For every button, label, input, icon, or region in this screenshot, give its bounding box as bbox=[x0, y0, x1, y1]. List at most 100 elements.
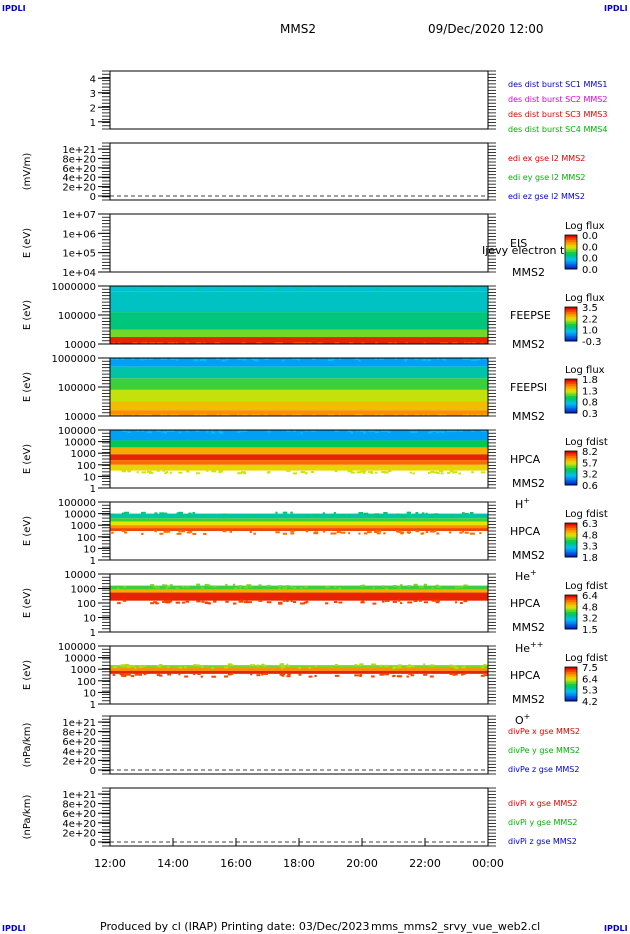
y-tick-label: 10000 bbox=[64, 510, 96, 521]
spectrogram-speckle bbox=[150, 342, 156, 344]
spectrogram-speckle bbox=[334, 286, 338, 288]
colorbar-tick-label: 5.3 bbox=[582, 686, 598, 697]
spectrogram-speckle bbox=[452, 665, 457, 668]
spectrogram-speckle bbox=[363, 532, 368, 535]
spectrogram-speckle bbox=[415, 512, 419, 515]
spectrogram-speckle bbox=[413, 600, 418, 603]
spectrogram-speckle bbox=[175, 414, 179, 416]
spectrogram-speckle bbox=[459, 585, 464, 588]
spectrogram-speckle bbox=[218, 430, 223, 433]
spectrogram-speckle bbox=[354, 674, 359, 677]
spectrogram-speckle bbox=[302, 342, 307, 344]
y-axis-label: E (eV) bbox=[22, 588, 33, 618]
spectrogram-speckle bbox=[155, 586, 160, 589]
species-label: He+ bbox=[515, 568, 537, 583]
spectrogram-speckle bbox=[203, 514, 206, 517]
spectrogram-speckle bbox=[405, 286, 409, 289]
spectrogram-speckle bbox=[165, 471, 169, 474]
colorbar-segment bbox=[565, 389, 577, 392]
y-axis-label: E (eV) bbox=[22, 444, 33, 474]
spectrogram-speckle bbox=[406, 511, 411, 514]
spectrogram-speckle bbox=[165, 530, 171, 533]
spectrogram-speckle bbox=[387, 470, 392, 473]
colorbar-segment bbox=[565, 689, 577, 692]
spectrogram-speckle bbox=[362, 470, 367, 473]
spectrogram-speckle bbox=[175, 342, 179, 344]
colorbar-segment bbox=[565, 332, 577, 335]
instrument-label: HPCA bbox=[510, 597, 541, 610]
spectrogram-band-3-3 bbox=[110, 329, 488, 338]
spectrogram-speckle bbox=[238, 472, 243, 475]
colorbar-frame bbox=[564, 450, 578, 486]
spectrogram-speckle bbox=[121, 512, 127, 515]
spectrogram-speckle bbox=[214, 286, 218, 288]
spectrogram-speckle bbox=[274, 286, 280, 288]
spectrogram-speckle bbox=[349, 286, 353, 288]
instrument-label: FEEPSE bbox=[510, 309, 551, 322]
colorbar-segment bbox=[565, 312, 577, 315]
spectrogram-speckle bbox=[408, 672, 413, 675]
spectrogram-speckle bbox=[112, 342, 115, 344]
spectrogram-speckle bbox=[469, 532, 475, 535]
y-axis-label: (nPa/km) bbox=[22, 795, 33, 840]
spectrogram-speckle bbox=[211, 667, 214, 670]
spectrogram-speckle bbox=[296, 287, 301, 290]
spectrogram-speckle bbox=[238, 430, 242, 433]
spectrogram-speckle bbox=[143, 664, 147, 667]
spectrogram-speckle bbox=[414, 414, 420, 416]
spectrogram-speckle bbox=[237, 472, 240, 475]
colorbar-segment bbox=[565, 694, 577, 697]
spectrogram-speckle bbox=[436, 513, 439, 516]
spectrogram-speckle bbox=[336, 514, 340, 517]
spectrogram-speckle bbox=[121, 470, 126, 473]
spectrogram-speckle bbox=[302, 286, 306, 288]
spectrogram-speckle bbox=[455, 586, 460, 589]
spectrogram-speckle bbox=[241, 286, 245, 288]
spectrogram-speckle bbox=[110, 358, 114, 360]
spectrogram-speckle bbox=[290, 585, 293, 588]
spectrogram-speckle bbox=[376, 530, 382, 533]
x-tick-label: 20:00 bbox=[346, 857, 378, 870]
spectrogram-speckle bbox=[314, 515, 317, 518]
spectrogram-speckle bbox=[360, 601, 365, 604]
spectrogram-speckle bbox=[182, 585, 185, 588]
spectrogram-speckle bbox=[310, 470, 314, 473]
spectrogram-speckle bbox=[176, 512, 180, 515]
colorbar-segment bbox=[565, 245, 577, 248]
spectrogram-speckle bbox=[428, 471, 431, 474]
spectrogram-speckle bbox=[130, 665, 136, 668]
colorbar-tick-label: 8.2 bbox=[582, 447, 598, 458]
spectrogram-speckle bbox=[400, 602, 403, 605]
spectrogram-speckle bbox=[251, 414, 255, 416]
spectrogram-speckle bbox=[145, 414, 150, 416]
spectrogram-speckle bbox=[407, 585, 411, 588]
spectrogram-speckle bbox=[160, 414, 165, 416]
spectrogram-speckle bbox=[281, 666, 284, 669]
spectrogram-band-4-0 bbox=[110, 358, 488, 367]
spectrogram-speckle bbox=[392, 600, 398, 603]
spectrogram-speckle bbox=[463, 672, 466, 675]
spectrogram-speckle bbox=[184, 286, 188, 289]
colorbar-segment bbox=[565, 550, 577, 553]
y-tick-label: 0 bbox=[90, 766, 96, 777]
spectrogram-speckle bbox=[141, 511, 146, 514]
spectrogram-speckle bbox=[436, 471, 440, 474]
spectrogram-speckle bbox=[436, 414, 442, 416]
spectrogram-speckle bbox=[286, 675, 291, 678]
spectrogram-speckle bbox=[479, 532, 482, 535]
spectrogram-speckle bbox=[175, 358, 179, 361]
spectrogram-speckle bbox=[334, 663, 338, 666]
spectrogram-speckle bbox=[172, 414, 176, 416]
colorbar-segment bbox=[565, 339, 577, 342]
colorbar-segment bbox=[565, 695, 577, 699]
spectrogram-speckle bbox=[214, 342, 218, 344]
spectrogram-speckle bbox=[428, 431, 433, 434]
spectrogram-speckle bbox=[297, 414, 302, 416]
spectrogram-speckle bbox=[211, 470, 216, 473]
spectrogram-speckle bbox=[290, 514, 293, 517]
spectrogram-speckle bbox=[350, 471, 356, 474]
spectrogram-speckle bbox=[384, 587, 389, 590]
spectrogram-speckle bbox=[374, 414, 378, 416]
colorbar-segment bbox=[565, 479, 577, 483]
